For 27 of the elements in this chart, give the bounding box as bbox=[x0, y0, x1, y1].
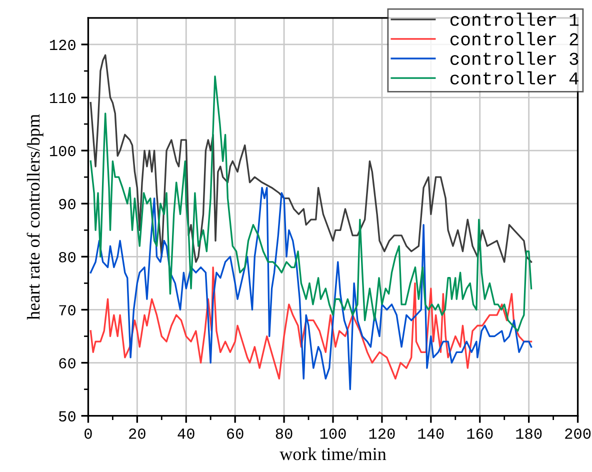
y-tick-label: 60 bbox=[59, 358, 76, 368]
x-tick-label: 20 bbox=[129, 428, 146, 439]
y-tick-label: 70 bbox=[59, 305, 76, 316]
y-tick-label: 110 bbox=[50, 92, 76, 104]
x-tick-label: 60 bbox=[227, 428, 244, 439]
x-tick-label: 40 bbox=[178, 428, 194, 439]
y-tick-label: 100 bbox=[50, 146, 76, 156]
x-tick-label: 100 bbox=[320, 428, 346, 439]
y-tick-label: 120 bbox=[50, 40, 76, 50]
legend-label: controller 1 bbox=[450, 12, 578, 26]
x-axis-title: work time/min bbox=[280, 447, 386, 460]
x-tick-label: 160 bbox=[467, 428, 493, 439]
y-tick-label: 80 bbox=[59, 252, 76, 262]
x-tick-label: 180 bbox=[516, 428, 542, 439]
legend-label: controller 3 bbox=[450, 52, 578, 65]
x-tick-label: 140 bbox=[418, 428, 444, 439]
legend-label: controller 4 bbox=[450, 71, 578, 85]
y-tick-label: 50 bbox=[59, 411, 76, 422]
y-axis-title: heart rate of controllers/bpm bbox=[26, 114, 44, 320]
line-series bbox=[90, 266, 532, 380]
y-tick-label: 90 bbox=[59, 198, 76, 210]
legend-label: controller 2 bbox=[450, 32, 578, 46]
x-tick-label: 120 bbox=[369, 428, 395, 439]
x-tick-label: 200 bbox=[565, 428, 591, 439]
x-tick-label: 80 bbox=[276, 428, 292, 439]
line-series bbox=[90, 186, 532, 390]
x-tick-label: 0 bbox=[84, 428, 92, 439]
